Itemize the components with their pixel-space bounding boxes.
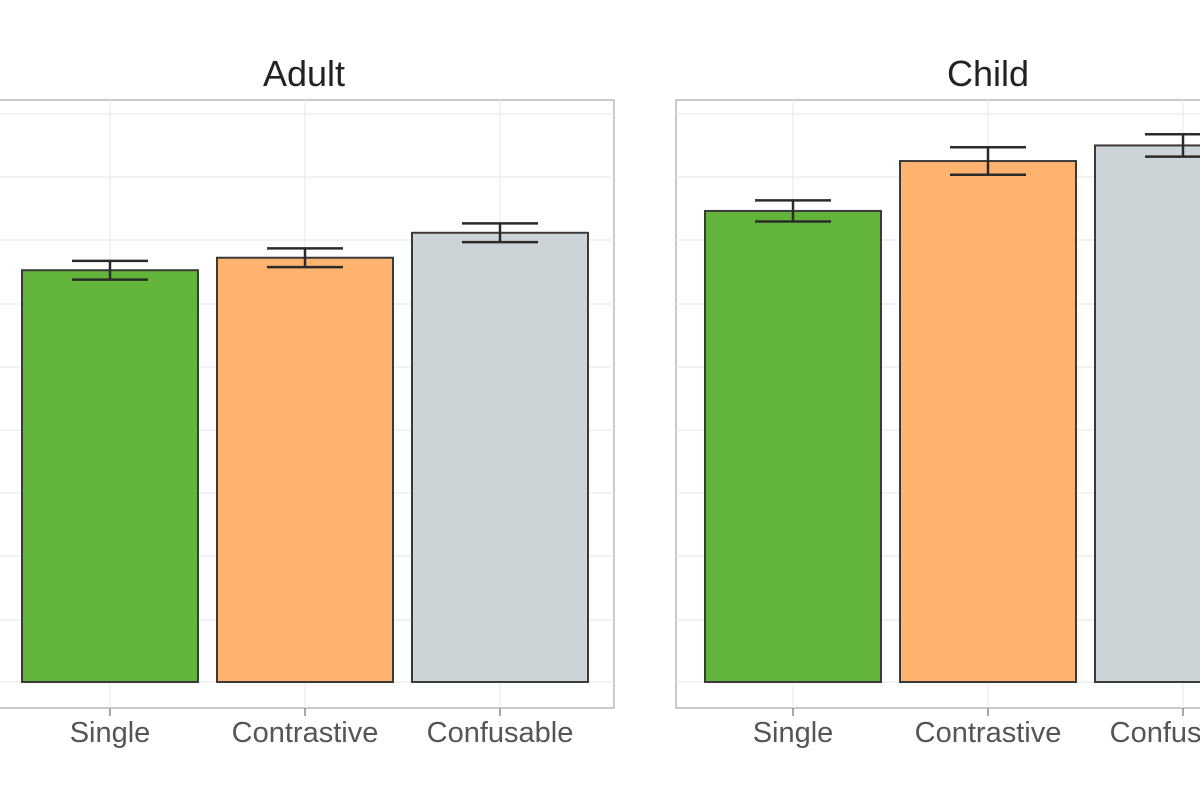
x-tick-label: Confusable bbox=[1110, 717, 1200, 749]
chart-title: Child bbox=[947, 53, 1029, 94]
bar-contrastive bbox=[899, 160, 1077, 684]
x-tick-label: Confusable bbox=[427, 717, 574, 749]
x-tick-label: Contrastive bbox=[915, 717, 1062, 749]
error-bar-contrastive bbox=[950, 146, 1026, 177]
error-bar-single bbox=[72, 259, 148, 281]
x-tick-label: Single bbox=[70, 717, 151, 749]
chart-panel-0: Adult Single Contrastive Confusable bbox=[0, 53, 615, 749]
error-bar-contrastive bbox=[267, 247, 343, 269]
bar-confusable bbox=[1094, 144, 1200, 684]
x-tick-label: Single bbox=[753, 717, 834, 749]
chart-panel-1: Child Single Contrastive Confusable bbox=[675, 53, 1200, 749]
error-bar-confusable bbox=[1145, 132, 1200, 158]
bar-single bbox=[704, 209, 882, 683]
bar-confusable bbox=[411, 231, 589, 683]
x-tick-label: Contrastive bbox=[232, 717, 379, 749]
chart-title: Adult bbox=[263, 53, 345, 94]
error-bar-single bbox=[755, 199, 831, 223]
error-bar-confusable bbox=[462, 222, 538, 244]
bar-contrastive bbox=[216, 256, 394, 683]
bar-single bbox=[21, 269, 199, 683]
